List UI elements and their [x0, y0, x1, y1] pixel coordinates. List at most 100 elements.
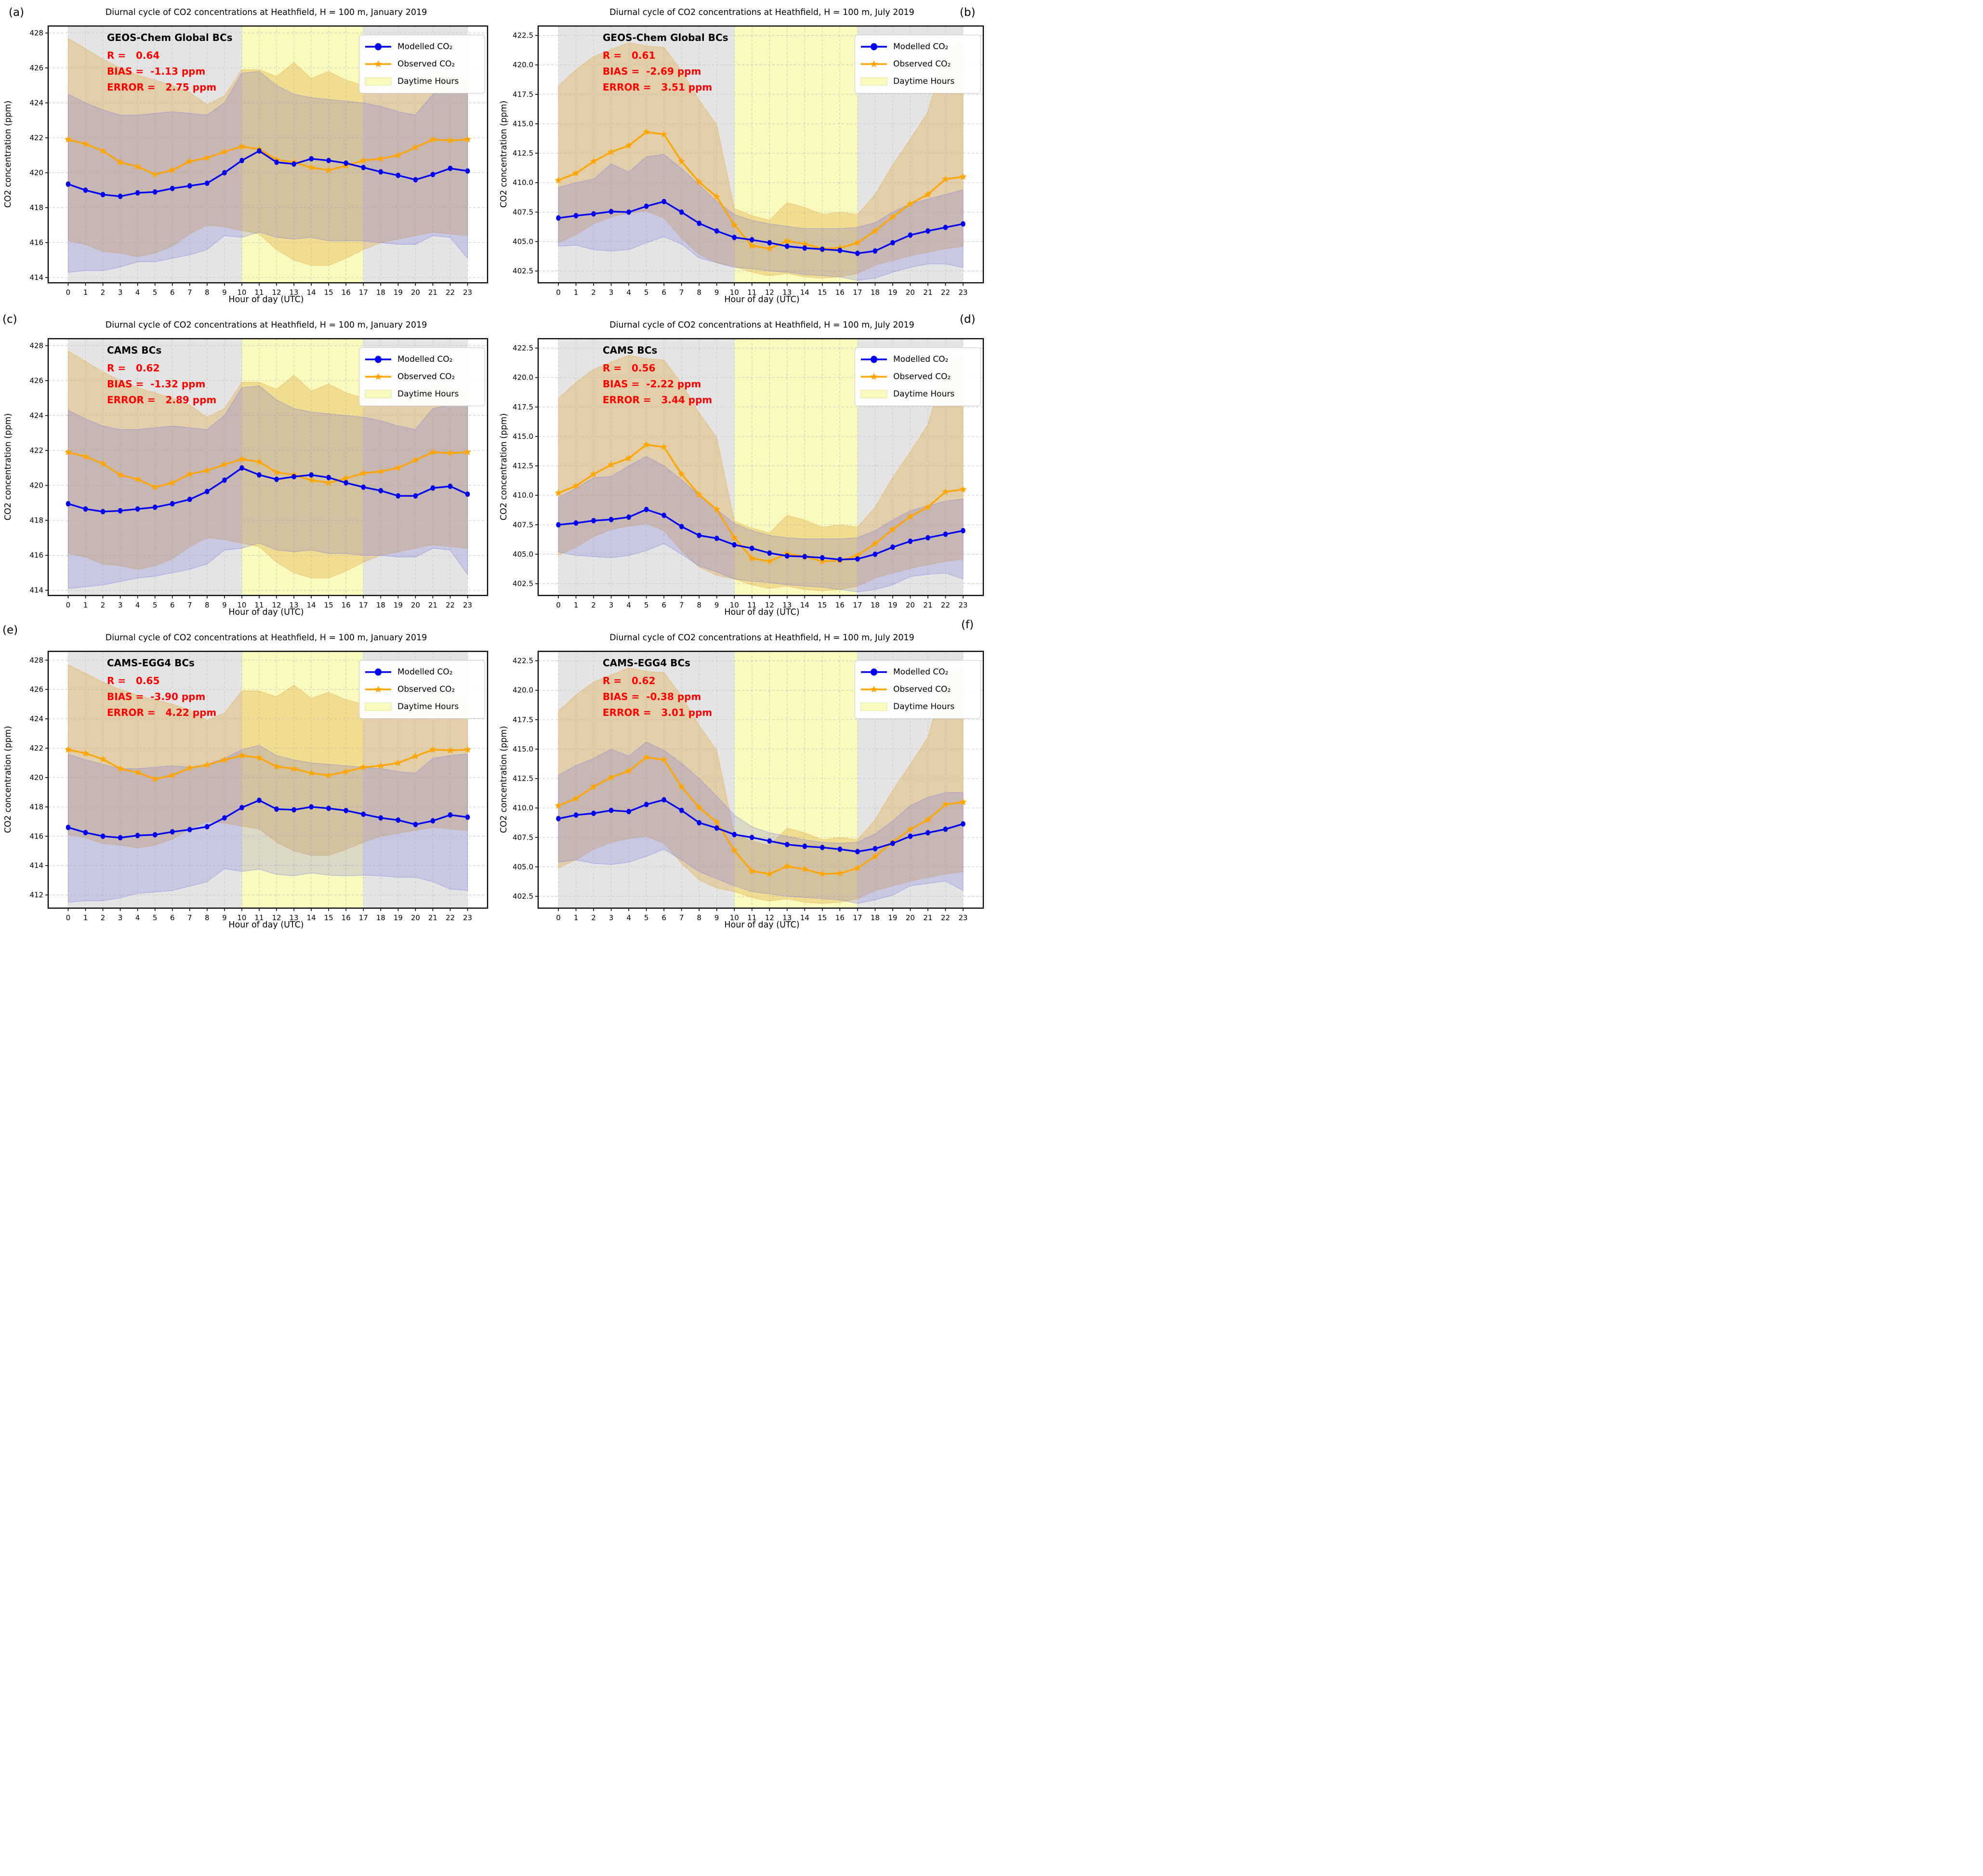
svg-text:23: 23 [958, 913, 967, 922]
svg-text:17: 17 [853, 601, 862, 609]
svg-text:14: 14 [307, 913, 316, 922]
panel-label-c: (c) [2, 313, 17, 326]
svg-text:3: 3 [609, 601, 614, 609]
svg-text:16: 16 [835, 288, 845, 297]
legend-label-modelled: Modelled CO₂ [893, 42, 949, 52]
svg-text:16: 16 [342, 601, 351, 609]
modelled-line-icon [861, 356, 887, 363]
stats-block: GEOS-Chem Global BCs R = 0.61 BIAS = -2.… [603, 32, 728, 95]
daytime-patch-icon [365, 702, 392, 711]
svg-text:22: 22 [941, 601, 950, 609]
tick-marks [535, 660, 964, 911]
modelled-line-icon [861, 43, 887, 51]
svg-text:4: 4 [135, 288, 140, 297]
panel-label-a: (a) [9, 6, 25, 19]
svg-text:23: 23 [463, 913, 472, 922]
legend: Modelled CO₂ Observed CO₂ Daytime Hours [359, 660, 485, 719]
x-axis-label: Hour of day (UTC) [228, 608, 304, 617]
legend-label-daytime: Daytime Hours [893, 77, 955, 86]
svg-text:14: 14 [307, 601, 316, 609]
svg-text:415.0: 415.0 [513, 432, 533, 441]
model-name-label: CAMS BCs [603, 344, 658, 356]
plot-border [47, 650, 489, 909]
svg-text:8: 8 [697, 601, 701, 609]
stat-error: ERROR = 4.22 ppm [107, 707, 217, 718]
svg-text:13: 13 [290, 288, 299, 297]
svg-text:426: 426 [29, 376, 43, 385]
svg-text:422: 422 [29, 133, 43, 142]
modelled-uncertainty-band [67, 71, 468, 273]
svg-text:7: 7 [187, 913, 192, 922]
svg-text:12: 12 [765, 288, 774, 297]
svg-text:407.5: 407.5 [513, 520, 533, 529]
svg-text:8: 8 [205, 601, 210, 609]
svg-text:416: 416 [29, 832, 43, 841]
legend: Modelled CO₂ Observed CO₂ Daytime Hours [359, 35, 485, 93]
daytime-patch-icon [365, 77, 392, 86]
stat-error: ERROR = 3.51 ppm [603, 81, 713, 93]
legend: Modelled CO₂ Observed CO₂ Daytime Hours [855, 35, 981, 93]
svg-text:3: 3 [118, 913, 123, 922]
svg-text:15: 15 [818, 601, 827, 609]
svg-text:15: 15 [818, 913, 827, 922]
svg-text:11: 11 [254, 601, 264, 609]
legend-item-modelled: Modelled CO₂ [859, 351, 977, 368]
svg-text:18: 18 [376, 288, 385, 297]
svg-text:7: 7 [187, 601, 192, 609]
tick-marks [535, 35, 964, 286]
svg-text:7: 7 [679, 913, 684, 922]
gridlines [48, 651, 488, 908]
svg-text:428: 428 [29, 656, 43, 664]
observed-series [64, 448, 472, 490]
svg-text:20: 20 [411, 288, 420, 297]
tick-labels: 0 1 2 3 4 5 6 7 8 9 10 11 12 13 14 15 16 17 18 19 20 21 22 2340… [513, 657, 968, 922]
legend-label-observed: Observed CO₂ [397, 372, 455, 382]
observed-star-icon [365, 60, 391, 67]
svg-text:6: 6 [661, 288, 666, 297]
legend-item-modelled: Modelled CO₂ [859, 38, 977, 55]
svg-text:19: 19 [394, 601, 403, 609]
svg-text:1: 1 [574, 601, 579, 609]
stat-error: ERROR = 3.01 ppm [603, 707, 713, 718]
svg-text:7: 7 [187, 288, 192, 297]
model-name-label: CAMS-EGG4 BCs [603, 657, 690, 669]
chart-plot-area: 0 1 2 3 4 5 6 7 8 9 10 11 12 13 14 15 16 17 18 19 20 21 22 2340… [513, 338, 984, 609]
svg-text:7: 7 [679, 288, 684, 297]
svg-text:414: 414 [29, 273, 43, 282]
svg-text:22: 22 [941, 288, 950, 297]
svg-text:5: 5 [153, 913, 158, 922]
svg-text:8: 8 [205, 288, 210, 297]
svg-text:412.5: 412.5 [513, 149, 533, 158]
legend-label-daytime: Daytime Hours [397, 702, 459, 712]
svg-text:405.0: 405.0 [513, 550, 533, 558]
svg-text:10: 10 [237, 913, 246, 922]
svg-text:422.5: 422.5 [513, 344, 533, 353]
legend-item-observed: Observed CO₂ [363, 368, 481, 385]
daytime-patch-icon [860, 702, 887, 711]
plot-border [537, 650, 984, 909]
svg-text:13: 13 [782, 601, 792, 609]
legend-item-daytime: Daytime Hours [859, 698, 977, 715]
svg-text:10: 10 [237, 601, 246, 609]
svg-text:410.0: 410.0 [513, 178, 533, 187]
observed-star-icon [861, 686, 887, 693]
stats-block: GEOS-Chem Global BCs R = 0.64 BIAS = -1.… [107, 32, 233, 95]
svg-text:11: 11 [254, 288, 264, 297]
daytime-patch-icon [365, 390, 392, 398]
observed-series [555, 128, 967, 252]
legend-label-daytime: Daytime Hours [893, 702, 955, 712]
panel-label-f: (f) [961, 619, 974, 631]
svg-text:23: 23 [958, 288, 967, 297]
svg-text:0: 0 [66, 288, 71, 297]
x-axis-label: Hour of day (UTC) [724, 920, 800, 930]
chart-plot-area: 0 1 2 3 4 5 6 7 8 9 10 11 12 13 14 15 16 17 18 19 20 21 22 2341… [29, 338, 489, 609]
chart-plot-area: 0 1 2 3 4 5 6 7 8 9 10 11 12 13 14 15 16 17 18 19 20 21 22 2341… [29, 650, 489, 922]
svg-text:0: 0 [556, 288, 561, 297]
svg-text:19: 19 [888, 288, 897, 297]
observed-star-icon [365, 686, 391, 693]
legend-label-modelled: Modelled CO₂ [893, 355, 949, 364]
modelled-uncertainty-band [558, 741, 964, 904]
observed-star-icon [861, 373, 887, 380]
stats-block: CAMS-EGG4 BCs R = 0.65 BIAS = -3.90 ppm … [107, 657, 216, 721]
stats-block: CAMS-EGG4 BCs R = 0.62 BIAS = -0.38 ppm … [603, 657, 712, 721]
